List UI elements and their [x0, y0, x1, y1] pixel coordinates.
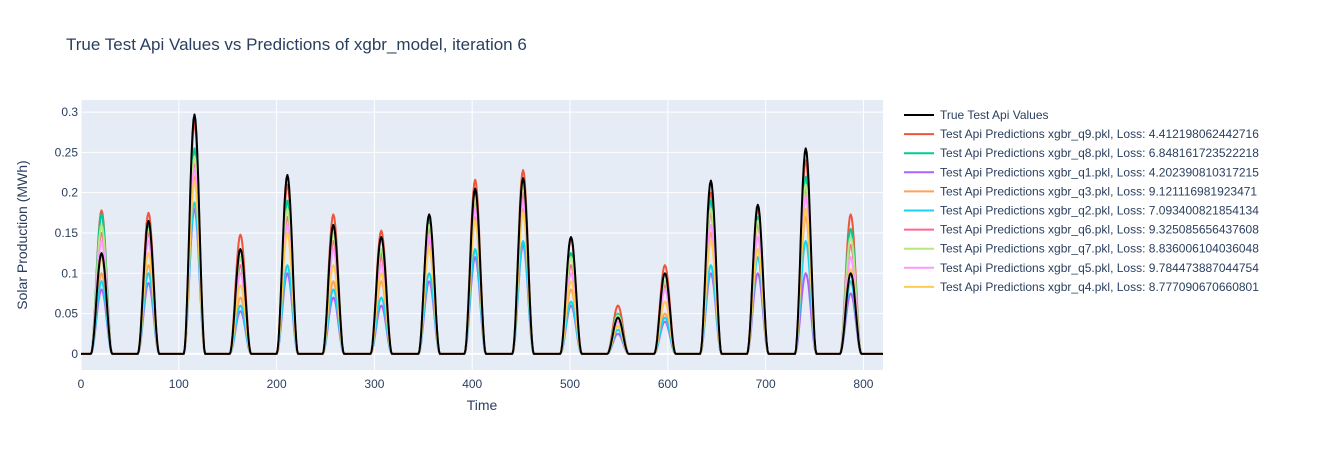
legend-item[interactable]: True Test Api Values	[904, 108, 1049, 122]
axis-ticks: 0 100 200 300 400 500 600 700 800 0 0.05 0.1 0.15 0.2…	[55, 105, 874, 391]
legend-item[interactable]: Test Api Predictions xgbr_q6.pkl, Loss: …	[904, 223, 1259, 237]
legend-item[interactable]: Test Api Predictions xgbr_q8.pkl, Loss: …	[904, 146, 1259, 160]
series-lines	[81, 113, 883, 355]
legend-item[interactable]: Test Api Predictions xgbr_q1.pkl, Loss: …	[904, 165, 1259, 179]
legend-label: Test Api Predictions xgbr_q2.pkl, Loss: …	[940, 204, 1259, 218]
x-tick-label: 800	[853, 377, 873, 391]
x-tick-label: 200	[267, 377, 287, 391]
y-axis-title: Solar Production (MWh)	[14, 160, 30, 309]
chart-title: True Test Api Values vs Predictions of x…	[66, 35, 527, 54]
x-tick-label: 700	[756, 377, 776, 391]
legend-item[interactable]: Test Api Predictions xgbr_q9.pkl, Loss: …	[904, 127, 1259, 141]
y-tick-label: 0.3	[61, 105, 78, 119]
legend-item[interactable]: Test Api Predictions xgbr_q7.pkl, Loss: …	[904, 242, 1259, 256]
legend-label: Test Api Predictions xgbr_q3.pkl, Loss: …	[940, 184, 1257, 198]
x-tick-label: 0	[78, 377, 85, 391]
legend-item[interactable]: Test Api Predictions xgbr_q4.pkl, Loss: …	[904, 280, 1259, 294]
y-tick-label: 0.25	[55, 145, 79, 159]
legend-label: True Test Api Values	[940, 108, 1049, 122]
y-tick-label: 0.15	[55, 226, 79, 240]
legend-label: Test Api Predictions xgbr_q7.pkl, Loss: …	[940, 242, 1259, 256]
legend-item[interactable]: Test Api Predictions xgbr_q2.pkl, Loss: …	[904, 204, 1259, 218]
y-tick-label: 0	[71, 347, 78, 361]
x-tick-label: 400	[462, 377, 482, 391]
legend-label: Test Api Predictions xgbr_q5.pkl, Loss: …	[940, 261, 1259, 275]
y-tick-label: 0.1	[61, 266, 78, 280]
legend-label: Test Api Predictions xgbr_q6.pkl, Loss: …	[940, 223, 1259, 237]
x-tick-label: 600	[658, 377, 678, 391]
x-axis-title: Time	[467, 397, 498, 413]
x-tick-label: 300	[364, 377, 384, 391]
legend[interactable]: True Test Api Values Test Api Predictions…	[904, 108, 1259, 294]
series-line	[81, 113, 883, 355]
y-tick-label: 0.2	[61, 186, 78, 200]
legend-label: Test Api Predictions xgbr_q4.pkl, Loss: …	[940, 280, 1259, 294]
x-tick-label: 500	[560, 377, 580, 391]
legend-label: Test Api Predictions xgbr_q9.pkl, Loss: …	[940, 127, 1259, 141]
legend-item[interactable]: Test Api Predictions xgbr_q5.pkl, Loss: …	[904, 261, 1259, 275]
legend-item[interactable]: Test Api Predictions xgbr_q3.pkl, Loss: …	[904, 184, 1257, 198]
legend-label: Test Api Predictions xgbr_q8.pkl, Loss: …	[940, 146, 1259, 160]
legend-label: Test Api Predictions xgbr_q1.pkl, Loss: …	[940, 165, 1259, 179]
x-tick-label: 100	[169, 377, 189, 391]
y-tick-label: 0.05	[55, 307, 79, 321]
